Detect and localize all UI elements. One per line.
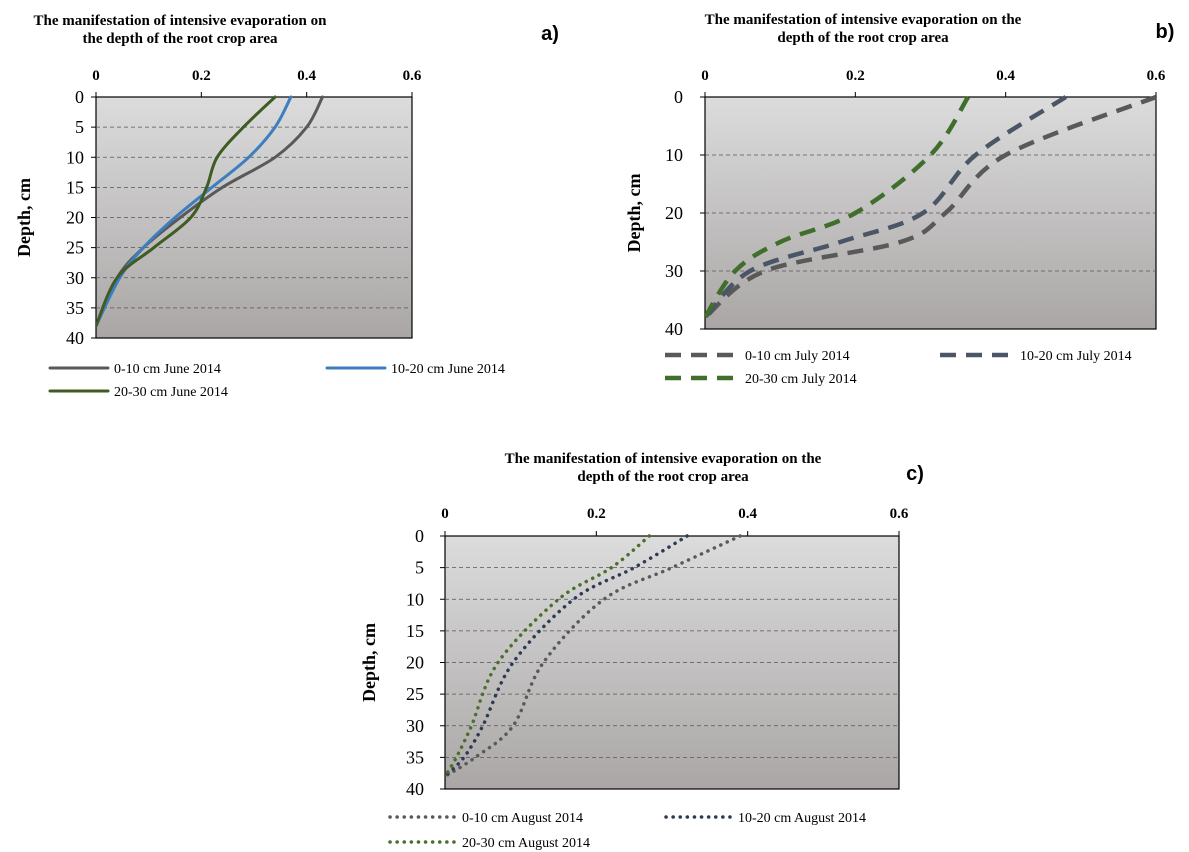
x-tick-label: 0.2 xyxy=(192,68,211,84)
series-line-2 xyxy=(96,95,277,328)
chart-title-line: The manifestation of intensive evaporati… xyxy=(505,451,822,467)
y-tick-label: 20 xyxy=(66,208,84,228)
series-line-2 xyxy=(705,95,971,319)
x-tick-label: 0.2 xyxy=(587,506,606,522)
legend-label: 10-20 cm July 2014 xyxy=(1020,349,1132,364)
x-tick-label: 0 xyxy=(92,68,100,84)
series-line-0 xyxy=(445,534,742,779)
y-tick-label: 40 xyxy=(665,319,683,339)
legend-label: 10-20 cm August 2014 xyxy=(738,811,866,826)
panel-label: a) xyxy=(541,23,559,45)
y-axis-label: Depth, cm xyxy=(624,174,644,253)
chart-panel-2: The manifestation of intensive evaporati… xyxy=(359,451,924,851)
chart-panel-0: The manifestation of intensive evaporati… xyxy=(14,13,559,400)
y-tick-label: 5 xyxy=(415,558,424,578)
y-tick-label: 30 xyxy=(665,261,683,281)
panel-label: b) xyxy=(1156,21,1175,43)
y-tick-label: 40 xyxy=(406,779,424,799)
y-tick-label: 15 xyxy=(406,621,424,641)
y-tick-label: 10 xyxy=(665,145,683,165)
y-tick-label: 30 xyxy=(66,268,84,288)
y-tick-label: 35 xyxy=(406,747,424,767)
y-tick-label: 0 xyxy=(674,87,683,107)
y-tick-label: 30 xyxy=(406,716,424,736)
y-tick-label: 0 xyxy=(415,526,424,546)
y-axis-label: Depth, cm xyxy=(359,623,379,702)
panel-label: c) xyxy=(906,463,924,485)
x-tick-label: 0.2 xyxy=(846,68,865,84)
y-tick-label: 5 xyxy=(75,117,84,137)
legend-label: 0-10 cm August 2014 xyxy=(462,811,583,826)
y-tick-label: 25 xyxy=(406,684,424,704)
legend-label: 0-10 cm July 2014 xyxy=(745,349,850,364)
legend-label: 10-20 cm June 2014 xyxy=(391,362,505,377)
chart-title-line: the depth of the root crop area xyxy=(83,31,278,47)
chart-title-line: depth of the root crop area xyxy=(577,469,749,485)
y-tick-label: 20 xyxy=(406,653,424,673)
chart-title-line: The manifestation of intensive evaporati… xyxy=(34,13,328,29)
legend-label: 20-30 cm July 2014 xyxy=(745,372,857,387)
x-tick-label: 0.6 xyxy=(890,506,909,522)
chart-title-line: The manifestation of intensive evaporati… xyxy=(705,12,1022,28)
y-tick-label: 20 xyxy=(665,203,683,223)
series-line-1 xyxy=(445,534,689,779)
y-tick-label: 15 xyxy=(66,177,84,197)
x-tick-label: 0.6 xyxy=(403,68,422,84)
chart-title-line: depth of the root crop area xyxy=(777,30,949,46)
y-tick-label: 40 xyxy=(66,328,84,348)
x-tick-label: 0.4 xyxy=(297,68,316,84)
y-tick-label: 10 xyxy=(406,589,424,609)
y-tick-label: 10 xyxy=(66,147,84,167)
x-tick-label: 0.6 xyxy=(1147,68,1166,84)
y-tick-label: 35 xyxy=(66,298,84,318)
chart-title: The manifestation of intensive evaporati… xyxy=(34,13,328,47)
x-tick-label: 0 xyxy=(441,506,449,522)
x-tick-label: 0 xyxy=(701,68,709,84)
y-tick-label: 0 xyxy=(75,87,84,107)
legend-label: 0-10 cm June 2014 xyxy=(114,362,221,377)
chart-title: The manifestation of intensive evaporati… xyxy=(505,451,822,485)
legend-label: 20-30 cm June 2014 xyxy=(114,385,228,400)
series-line-1 xyxy=(705,95,1068,319)
legend-label: 20-30 cm August 2014 xyxy=(462,836,590,851)
series-line-0 xyxy=(705,95,1157,320)
chart-title: The manifestation of intensive evaporati… xyxy=(705,12,1022,46)
chart-panel-1: The manifestation of intensive evaporati… xyxy=(624,12,1174,387)
x-tick-label: 0.4 xyxy=(996,68,1015,84)
series-line-2 xyxy=(445,534,652,779)
y-tick-label: 25 xyxy=(66,238,84,258)
y-axis-label: Depth, cm xyxy=(14,178,34,257)
x-tick-label: 0.4 xyxy=(738,506,757,522)
